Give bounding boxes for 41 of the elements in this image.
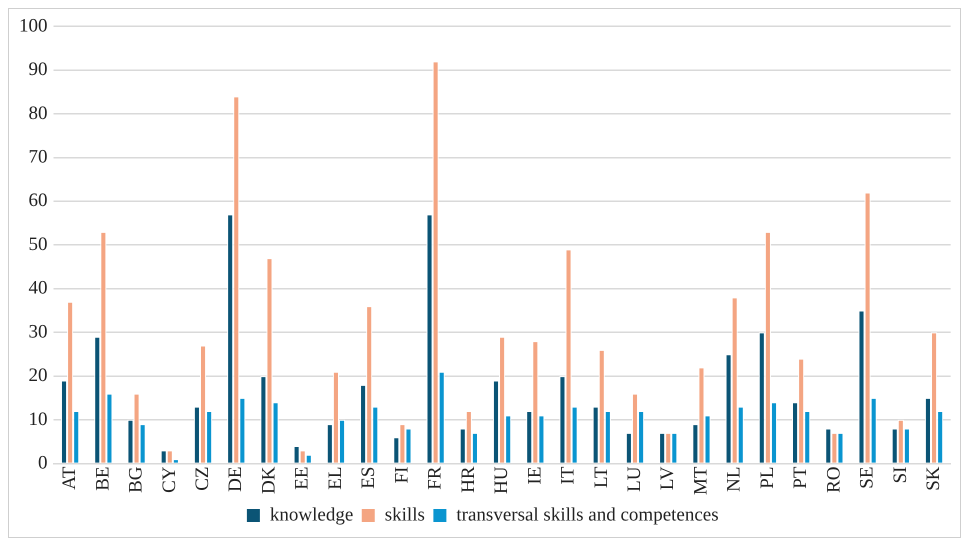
y-tick-label: 90: [28, 59, 48, 80]
x-tick-label: DK: [258, 466, 280, 494]
legend-label: knowledge: [270, 504, 354, 526]
x-tick-label: CZ: [192, 466, 214, 491]
x-tick-label: IT: [558, 466, 579, 484]
x-tick-label: LV: [657, 466, 678, 490]
y-tick-label: 30: [28, 321, 48, 342]
x-tick-label: EE: [292, 466, 313, 490]
y-tick-label: 20: [28, 365, 48, 386]
y-tick-label: 10: [28, 408, 48, 430]
x-tick-label: ES: [358, 466, 380, 489]
x-tick-label: EL: [324, 466, 346, 490]
x-tick-label: NL: [724, 466, 745, 492]
x-tick-label: SI: [890, 466, 911, 484]
x-tick-label: HU: [491, 466, 512, 494]
x-tick-label: FR: [424, 466, 446, 490]
legend-label: skills: [384, 504, 425, 526]
y-tick-label: 0: [38, 452, 48, 474]
x-tick-label: LT: [590, 466, 612, 488]
y-tick-label: 40: [28, 278, 48, 299]
y-tick-label: 50: [28, 234, 48, 255]
x-tick-label: SE: [856, 466, 878, 489]
y-tick-label: 100: [19, 15, 48, 36]
x-tick-label: RO: [823, 466, 844, 493]
x-tick-label: AT: [59, 466, 80, 490]
x-tick-label: BE: [92, 466, 114, 491]
x-tick-label: HR: [458, 466, 479, 493]
x-tick-label: PT: [790, 466, 812, 489]
x-tick-label: SK: [923, 466, 944, 491]
x-tick-label: FI: [391, 466, 412, 484]
x-tick-label: CY: [158, 466, 180, 493]
x-tick-label: BG: [126, 466, 147, 493]
x-tick-label: LU: [624, 466, 645, 492]
x-tick-label: PL: [756, 466, 778, 489]
x-tick-label: MT: [690, 466, 712, 495]
legend-label: transversal skills and competences: [456, 504, 719, 526]
x-tick-label: DE: [225, 466, 246, 492]
y-tick-label: 80: [28, 102, 48, 124]
y-tick-label: 60: [28, 190, 48, 212]
y-tick-label: 70: [28, 146, 48, 168]
x-tick-label: IE: [524, 466, 546, 484]
